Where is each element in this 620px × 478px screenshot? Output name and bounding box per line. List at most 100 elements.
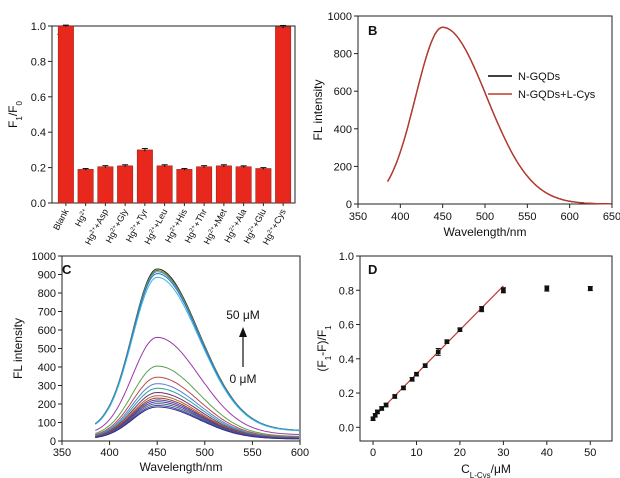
c-ytick-label: 500 bbox=[38, 344, 56, 356]
c-ytick-label: 800 bbox=[38, 288, 56, 300]
a-bar bbox=[275, 26, 292, 204]
d-data-point bbox=[409, 377, 415, 382]
d-data-point bbox=[383, 402, 389, 408]
c-ytick-label: 700 bbox=[38, 307, 56, 319]
panel-d: D 0 10 20 30 40 50 0.0 0.2 0.4 0.6 0.8 1.0 CL-Cys/μM… bbox=[315, 251, 613, 478]
d-ytick-label: 0.0 bbox=[339, 422, 354, 434]
c-series-line bbox=[95, 276, 300, 432]
d-xlabel: CL-Cys/μM bbox=[461, 462, 511, 478]
a-ytick-label: 0.4 bbox=[31, 127, 46, 139]
a-ytick-label: 0.8 bbox=[31, 56, 46, 68]
panel-b: B 350 400 450 500 550 600 650 0 200 400 600 800 1000… bbox=[311, 11, 620, 239]
c-series-line bbox=[95, 376, 300, 438]
d-ytick-label: 0.8 bbox=[339, 285, 354, 297]
panel-c-label: C bbox=[62, 262, 72, 277]
b-series-line bbox=[387, 26, 612, 205]
a-ylabel: F1/F0 bbox=[6, 100, 24, 127]
c-annotation-top: 50 μM bbox=[226, 308, 260, 322]
c-ylabel: FL intensity bbox=[11, 318, 25, 379]
c-ytick-label: 400 bbox=[38, 362, 56, 374]
a-bar bbox=[117, 165, 134, 204]
a-bar bbox=[176, 169, 193, 204]
b-ytick-label: 1000 bbox=[328, 11, 352, 23]
panel-b-label: B bbox=[368, 23, 377, 38]
d-data-point bbox=[587, 286, 593, 291]
a-plot-frame bbox=[51, 25, 296, 204]
c-xtick-label: 500 bbox=[196, 447, 214, 459]
a-ytick-label: 1.0 bbox=[31, 21, 46, 33]
b-ytick-label: 800 bbox=[334, 49, 352, 61]
a-bar bbox=[235, 166, 252, 204]
c-series-line bbox=[95, 336, 300, 435]
a-ytick-label: 0.6 bbox=[31, 92, 46, 104]
a-bar bbox=[196, 166, 213, 204]
d-xtick-label: 0 bbox=[370, 447, 376, 459]
panel-d-label: D bbox=[368, 262, 377, 277]
b-xtick-label: 600 bbox=[560, 211, 578, 223]
d-data-point bbox=[379, 406, 385, 411]
d-data-point bbox=[444, 339, 450, 344]
b-xtick-label: 400 bbox=[391, 211, 409, 223]
c-xtick-label: 400 bbox=[100, 447, 118, 459]
c-xtick-label: 450 bbox=[148, 447, 166, 459]
panel-a: A 0.00.20.40.60.81.0BlankHg2+Hg2++AspHg2… bbox=[6, 21, 296, 246]
d-data-point bbox=[479, 306, 484, 312]
c-series-line bbox=[95, 406, 300, 440]
panel-c: C 350 400 450 500 550 600 0 100 200 300 400 500 600 7… bbox=[11, 251, 309, 474]
d-data-point bbox=[544, 286, 550, 291]
a-bar bbox=[215, 165, 232, 204]
d-ytick-label: 0.6 bbox=[339, 320, 354, 332]
d-data-point bbox=[457, 327, 463, 332]
c-ytick-label: 100 bbox=[38, 418, 56, 430]
d-xtick-label: 10 bbox=[410, 447, 422, 459]
c-ytick-label: 600 bbox=[38, 325, 56, 337]
c-annotation-bottom: 0 μM bbox=[230, 372, 257, 386]
d-data-point bbox=[401, 385, 406, 391]
a-bar bbox=[136, 149, 153, 204]
a-bar bbox=[57, 25, 74, 204]
d-xtick-label: 30 bbox=[497, 447, 509, 459]
c-ytick-label: 0 bbox=[50, 436, 56, 448]
d-data-point bbox=[372, 413, 378, 418]
b-series-line bbox=[387, 26, 612, 205]
d-ytick-label: 0.4 bbox=[339, 354, 354, 366]
c-plot-frame bbox=[61, 255, 301, 442]
a-bar bbox=[97, 166, 114, 204]
b-ytick-label: 200 bbox=[334, 161, 352, 173]
a-xtick-label: Blank bbox=[51, 207, 71, 232]
c-arrow-head bbox=[239, 327, 247, 337]
b-legend-label: N-GQDs+L-Cys bbox=[518, 89, 596, 101]
a-xtick-label: Hg2+ bbox=[73, 207, 91, 228]
b-xtick-label: 350 bbox=[349, 211, 367, 223]
d-data-point bbox=[414, 371, 419, 377]
d-xtick-label: 50 bbox=[584, 447, 596, 459]
c-ytick-label: 200 bbox=[38, 399, 56, 411]
b-xtick-label: 550 bbox=[518, 211, 536, 223]
d-ytick-label: 0.2 bbox=[339, 388, 354, 400]
a-ytick-label: 0.0 bbox=[31, 198, 46, 210]
b-xlabel: Wavelength/nm bbox=[444, 225, 527, 239]
d-ytick-label: 1.0 bbox=[339, 251, 354, 263]
d-xtick-label: 40 bbox=[541, 447, 553, 459]
c-xtick-label: 600 bbox=[291, 447, 309, 459]
c-xlabel: Wavelength/nm bbox=[140, 460, 223, 474]
b-xtick-label: 450 bbox=[433, 211, 451, 223]
b-ytick-label: 400 bbox=[334, 124, 352, 136]
d-xtick-label: 20 bbox=[454, 447, 466, 459]
c-ytick-label: 300 bbox=[38, 381, 56, 393]
c-ytick-label: 900 bbox=[38, 270, 56, 282]
d-data-point bbox=[375, 409, 380, 415]
d-data-point bbox=[422, 363, 428, 368]
b-plot-frame bbox=[357, 15, 613, 205]
d-ylabel: (F1-F)/F1 bbox=[315, 325, 333, 372]
c-xtick-label: 550 bbox=[243, 447, 261, 459]
a-ytick-label: 0.2 bbox=[31, 163, 46, 175]
d-plot-frame bbox=[359, 255, 613, 442]
b-legend-label: N-GQDs bbox=[518, 71, 561, 83]
b-xtick-label: 650 bbox=[603, 211, 620, 223]
d-data-point bbox=[501, 287, 506, 293]
b-ytick-label: 600 bbox=[334, 86, 352, 98]
c-series-line bbox=[95, 365, 300, 437]
d-data-point bbox=[392, 394, 398, 399]
